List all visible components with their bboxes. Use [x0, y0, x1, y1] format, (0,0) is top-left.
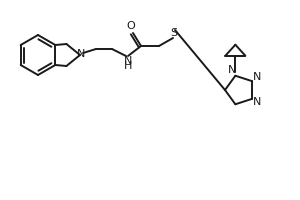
- Text: N: N: [228, 65, 237, 75]
- Text: S: S: [170, 28, 178, 38]
- Text: H: H: [124, 61, 132, 71]
- Text: O: O: [127, 21, 135, 31]
- Text: N: N: [253, 72, 261, 82]
- Text: N: N: [77, 49, 85, 59]
- Text: N: N: [253, 97, 261, 107]
- Text: N: N: [124, 56, 132, 66]
